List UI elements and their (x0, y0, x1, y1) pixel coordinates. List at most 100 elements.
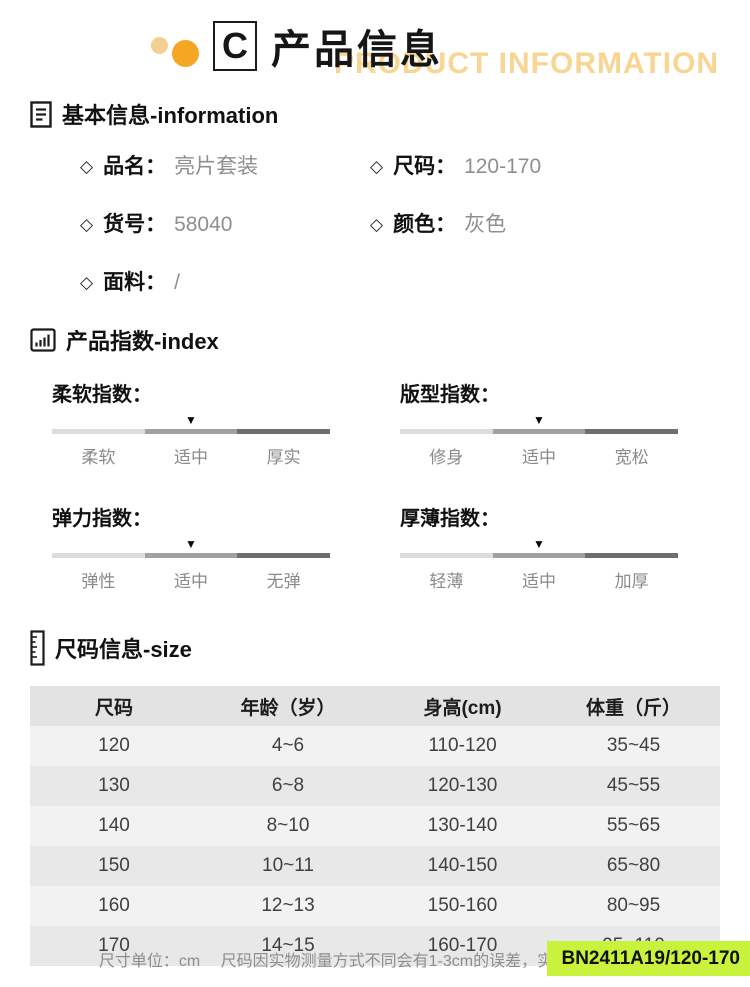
table-cell: 10~11 (262, 855, 314, 876)
basic-info-heading: 基本信息-information (30, 98, 750, 130)
slider-labels: 柔软 适中 厚实 (52, 443, 330, 468)
slider-fit: 版型指数： ▼ 修身 适中 宽松 (400, 378, 679, 468)
slider-marker-row: ▼ (400, 412, 678, 429)
info-label: 面料： (103, 271, 167, 294)
slider-labels: 弹性 适中 无弹 (52, 567, 330, 592)
table-cell: 130-140 (427, 815, 498, 836)
table-cell: 35~45 (606, 735, 661, 756)
slider-level-label: 轻薄 (429, 572, 464, 591)
slider-track (52, 553, 331, 558)
basic-info-heading-label: 基本信息-information (62, 103, 279, 128)
info-value: / (174, 271, 180, 294)
info-label: 颜色： (393, 213, 457, 236)
table-cell: 14~15 (261, 935, 315, 956)
diamond-bullet-icon: ◇ (80, 157, 94, 176)
diamond-bullet-icon: ◇ (80, 215, 94, 234)
table-cell: 160 (98, 895, 130, 916)
slider-labels: 轻薄 适中 加厚 (400, 567, 678, 592)
document-icon (30, 100, 52, 128)
slider-labels: 修身 适中 宽松 (400, 443, 678, 468)
column-header-age: 年龄（岁） (240, 697, 336, 719)
page-header: C PRODUCT INFORMATION 产品信息 (0, 0, 750, 98)
table-cell: 140-150 (427, 855, 498, 876)
slider-title: 版型指数： (400, 384, 500, 406)
table-cell: 140 (98, 815, 130, 836)
slider-level-label: 适中 (522, 448, 556, 467)
slider-track (52, 429, 331, 434)
slider-level-label: 厚实 (266, 448, 301, 467)
page-title: 产品信息 (271, 28, 443, 72)
table-cell: 8~10 (266, 815, 310, 836)
slider-level-label: 宽松 (614, 448, 649, 467)
slider-title: 厚薄指数： (400, 508, 500, 530)
decor-dot-small (151, 37, 168, 54)
slider-level-label: 加厚 (614, 572, 649, 591)
slider-level-label: 适中 (174, 448, 208, 467)
slider-thickness: 厚薄指数： ▼ 轻薄 适中 加厚 (400, 502, 679, 592)
logo-letter-box: C (213, 21, 257, 71)
diamond-bullet-icon: ◇ (80, 273, 94, 292)
triangle-marker-icon: ▼ (533, 413, 545, 427)
table-cell: 150-160 (427, 895, 498, 916)
slider-level-label: 弹性 (81, 572, 116, 591)
size-heading: 尺码信息-size (30, 630, 750, 666)
table-cell: 45~55 (606, 775, 661, 796)
slider-level-label: 柔软 (81, 448, 116, 467)
slider-track (400, 553, 679, 558)
diamond-bullet-icon: ◇ (370, 157, 384, 176)
table-cell: 110-120 (428, 735, 497, 756)
table-row: 160 12~13 150-160 80~95 (30, 886, 720, 926)
decor-dot-large (172, 40, 199, 67)
info-label: 尺码： (393, 155, 457, 178)
info-label: 品名： (103, 155, 167, 178)
table-row: 140 8~10 130-140 55~65 (30, 806, 720, 846)
table-cell: 160-170 (427, 935, 498, 956)
slider-level-label: 适中 (522, 572, 556, 591)
table-cell: 6~8 (271, 775, 305, 796)
info-item-fabric: ◇ 面料： / (80, 266, 370, 296)
info-value: 灰色 (464, 213, 507, 236)
slider-marker-row: ▼ (400, 536, 678, 553)
table-cell: 120 (98, 735, 130, 756)
info-item-color: ◇ 颜色： 灰色 (370, 208, 680, 238)
triangle-marker-icon: ▼ (533, 537, 545, 551)
column-header-height: 身高(cm) (423, 697, 502, 719)
info-label: 货号： (103, 213, 167, 236)
slider-title: 柔软指数： (52, 384, 152, 406)
triangle-marker-icon: ▼ (185, 537, 197, 551)
index-heading: 产品指数-index (30, 324, 750, 356)
column-header-weight: 体重（斤） (585, 697, 681, 719)
info-item-product-name: ◇ 品名： 亮片套装 (80, 150, 370, 180)
slider-marker-row: ▼ (52, 536, 330, 553)
table-cell: 130 (98, 775, 130, 796)
table-row: 130 6~8 120-130 45~55 (30, 766, 720, 806)
table-cell: 120-130 (427, 775, 498, 796)
slider-level-label: 无弹 (266, 572, 301, 591)
slider-track (400, 429, 679, 434)
slider-softness: 柔软指数： ▼ 柔软 适中 厚实 (52, 378, 331, 468)
slider-level-label: 修身 (429, 448, 464, 467)
table-cell: 4~6 (271, 735, 305, 756)
size-heading-label: 尺码信息-size (55, 637, 192, 662)
bar-chart-icon (30, 328, 56, 352)
slider-marker-row: ▼ (52, 412, 330, 429)
info-value: 58040 (174, 213, 233, 236)
basic-info-list: ◇ 品名： 亮片套装 ◇ 尺码： 120-170 ◇ 货号： 58040 ◇ 颜… (80, 150, 680, 296)
size-table: 尺码 年龄（岁） 身高(cm) 体重（斤） 120 4~6 110-120 35… (30, 686, 720, 966)
table-cell: 65~80 (606, 855, 661, 876)
info-item-item-number: ◇ 货号： 58040 (80, 208, 370, 238)
triangle-marker-icon: ▼ (185, 413, 197, 427)
slider-level-label: 适中 (174, 572, 208, 591)
diamond-bullet-icon: ◇ (370, 215, 384, 234)
product-code-badge: BN2411A19/120-170 (547, 941, 750, 976)
info-value: 亮片套装 (174, 155, 259, 178)
table-cell: 80~95 (606, 895, 661, 916)
table-cell: 55~65 (606, 815, 661, 836)
table-cell: 150 (98, 855, 130, 876)
table-row: 120 4~6 110-120 35~45 (30, 726, 720, 766)
info-item-size-range: ◇ 尺码： 120-170 (370, 150, 680, 180)
table-cell: 170 (98, 935, 130, 956)
ruler-icon (30, 630, 45, 666)
size-disclaimer: 尺寸单位：cm 尺码因实物测量方式不同会有1-3cm的误差，实际尺寸 (98, 953, 602, 970)
slider-title: 弹力指数： (52, 508, 152, 530)
